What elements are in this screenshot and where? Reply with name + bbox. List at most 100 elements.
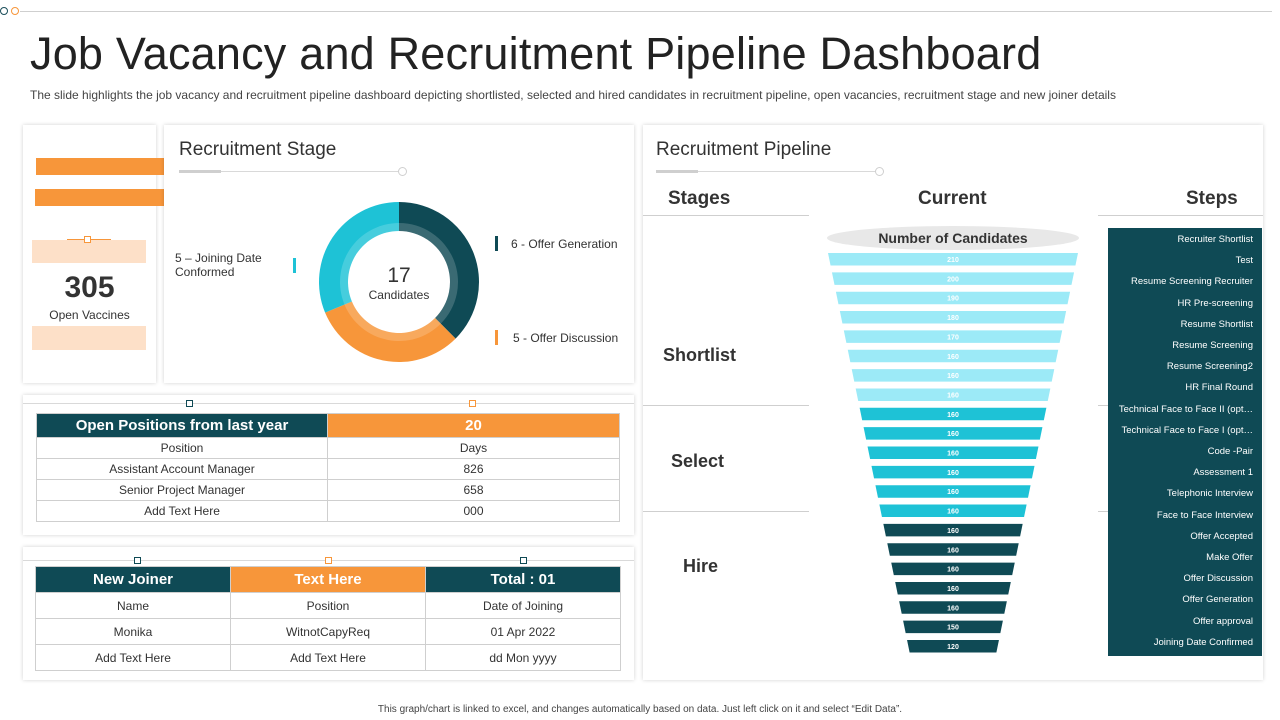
table-header-row: Open Positions from last year 20: [36, 413, 620, 438]
funnel-bar: [831, 272, 1075, 285]
funnel-bar: [855, 388, 1051, 401]
cell-position: Senior Project Manager: [36, 479, 328, 501]
segment-label-offer-discussion: 5 - Offer Discussion: [513, 331, 619, 345]
funnel-bar: [835, 291, 1071, 305]
funnel-bar: [875, 485, 1031, 498]
legend-marker-orange: [495, 330, 498, 345]
cell-position: Assistant Account Manager: [36, 458, 328, 480]
stage-select: Select: [671, 451, 725, 471]
funnel-bar-value: 160: [947, 392, 959, 399]
legend-marker-cyan: [293, 258, 296, 273]
funnel-bar: [879, 504, 1027, 518]
funnel-bar-value: 160: [947, 605, 959, 612]
node-decor: [499, 557, 549, 564]
table-header-row: New Joiner Text Here Total : 01: [35, 566, 621, 593]
funnel-bar: [907, 640, 999, 653]
funnel-header-label: Number of Candidates: [878, 230, 1028, 246]
funnel-bar: [859, 407, 1047, 421]
funnel-bar-value: 170: [947, 334, 959, 341]
column-header-stages: Stages: [668, 188, 731, 209]
column-header-steps: Steps: [1186, 188, 1238, 209]
funnel-bar-value: 160: [947, 431, 959, 438]
vacancies-card: Vacancies Total 361 305 Open Vaccines: [23, 125, 621, 383]
col-name: Name: [35, 592, 231, 619]
node-decor: [448, 400, 498, 407]
footer-note: This graph/chart is linked to excel, and…: [377, 704, 903, 715]
funnel-bar: [891, 562, 1015, 576]
funnel-bar-value: 160: [947, 489, 959, 496]
step-item: Face to Face Interview: [1156, 509, 1253, 521]
header-new-joiner: New Joiner: [35, 566, 231, 593]
col-position: Position: [36, 437, 328, 459]
title-underline: [656, 167, 884, 176]
table-row: Add Text Here Add Text Here dd Mon yyyy: [35, 644, 621, 671]
donut-segment-joining-date: [319, 202, 399, 313]
funnel-bar-value: 160: [947, 354, 959, 361]
table-row: Monika WitnotCapyReq 01 Apr 2022: [35, 618, 621, 645]
header-count: 20: [327, 413, 620, 438]
funnel-bar-value: 190: [947, 296, 959, 303]
table-row: Assistant Account Manager 826: [36, 458, 620, 480]
step-item: Make Offer: [1206, 552, 1253, 563]
open-positions-card: Open Positions from last year 20 Positio…: [23, 395, 634, 535]
recruitment-pipeline-title: Recruitment Pipeline: [656, 139, 832, 160]
cell-date: dd Mon yyyy: [425, 644, 621, 671]
slider-decor: [67, 236, 111, 243]
step-item: Telephonic Interview: [1166, 488, 1253, 500]
step-item: Technical Face to Face I (opt…: [1121, 424, 1253, 436]
step-item: Offer Discussion: [1183, 573, 1253, 585]
funnel-bar-value: 160: [947, 567, 959, 574]
step-item: Test: [1235, 255, 1253, 267]
card-top-rule: [23, 403, 634, 404]
funnel-bar: [871, 465, 1035, 479]
open-vacancies-label: Open Vaccines: [49, 308, 130, 322]
funnel-bar-value: 150: [947, 625, 959, 632]
open-positions-table: Open Positions from last year 20 Positio…: [36, 413, 620, 522]
cell-days: 000: [327, 500, 620, 522]
header-text-here: Text Here: [230, 566, 426, 593]
funnel-header-ellipse: [827, 226, 1079, 250]
divider: [643, 405, 809, 406]
segment-label-offer-generation: 6 - Offer Generation: [511, 237, 618, 251]
top-rule: [20, 11, 1272, 12]
step-item: Recruiter Shortlist: [1177, 234, 1254, 245]
donut-inner-ring: [399, 223, 458, 324]
funnel-bar-value: 160: [947, 586, 959, 593]
title-underline: [179, 167, 407, 176]
funnel-bar: [867, 446, 1039, 459]
table-row: Add Text Here 000: [36, 500, 620, 522]
funnel-bar: [847, 349, 1059, 363]
funnel-bar: [899, 601, 1007, 614]
funnel-bar-value: 180: [947, 315, 959, 322]
donut-center-label: Candidates: [368, 288, 430, 302]
table-row: Name Position Date of Joining: [35, 592, 621, 619]
step-item: Offer approval: [1192, 615, 1253, 627]
legend-marker-dark: [495, 236, 498, 251]
donut-inner-ring: [340, 223, 399, 305]
step-item: Resume Shortlist: [1180, 318, 1253, 330]
funnel-bar-value: 160: [947, 528, 959, 535]
cell-name: Add Text Here: [35, 644, 231, 671]
col-date: Date of Joining: [425, 592, 621, 619]
column-header-current: Current: [918, 188, 987, 209]
funnel-bar-value: 160: [947, 470, 959, 477]
new-joiner-table: New Joiner Text Here Total : 01 Name Pos…: [35, 566, 621, 671]
stage-hire: Hire: [683, 556, 719, 576]
funnel-bar: [839, 311, 1067, 324]
cell-position: Add Text Here: [36, 500, 328, 522]
donut-inner-ring: [344, 301, 441, 341]
funnel-bar: [851, 369, 1055, 382]
page-subtitle: The slide highlights the job vacancy and…: [30, 88, 1116, 102]
step-item: Offer Accepted: [1190, 530, 1253, 542]
table-row: Position Days: [36, 437, 620, 459]
node-decor: [304, 557, 354, 564]
cell-days: 826: [327, 458, 620, 480]
steps-list: Recruiter Shortlist Test Resume Screening …: [1108, 228, 1262, 656]
step-item: Technical Face to Face II (opt…: [1118, 403, 1253, 415]
donut-segment-offer-generation: [399, 202, 479, 339]
page-title: Job Vacancy and Recruitment Pipeline Das…: [30, 28, 1042, 79]
step-item: Joining Date Confirmed: [1153, 636, 1253, 648]
node-decor: [165, 400, 215, 407]
step-item: Resume Screening2: [1166, 361, 1253, 373]
funnel-bar-value: 160: [947, 451, 959, 458]
